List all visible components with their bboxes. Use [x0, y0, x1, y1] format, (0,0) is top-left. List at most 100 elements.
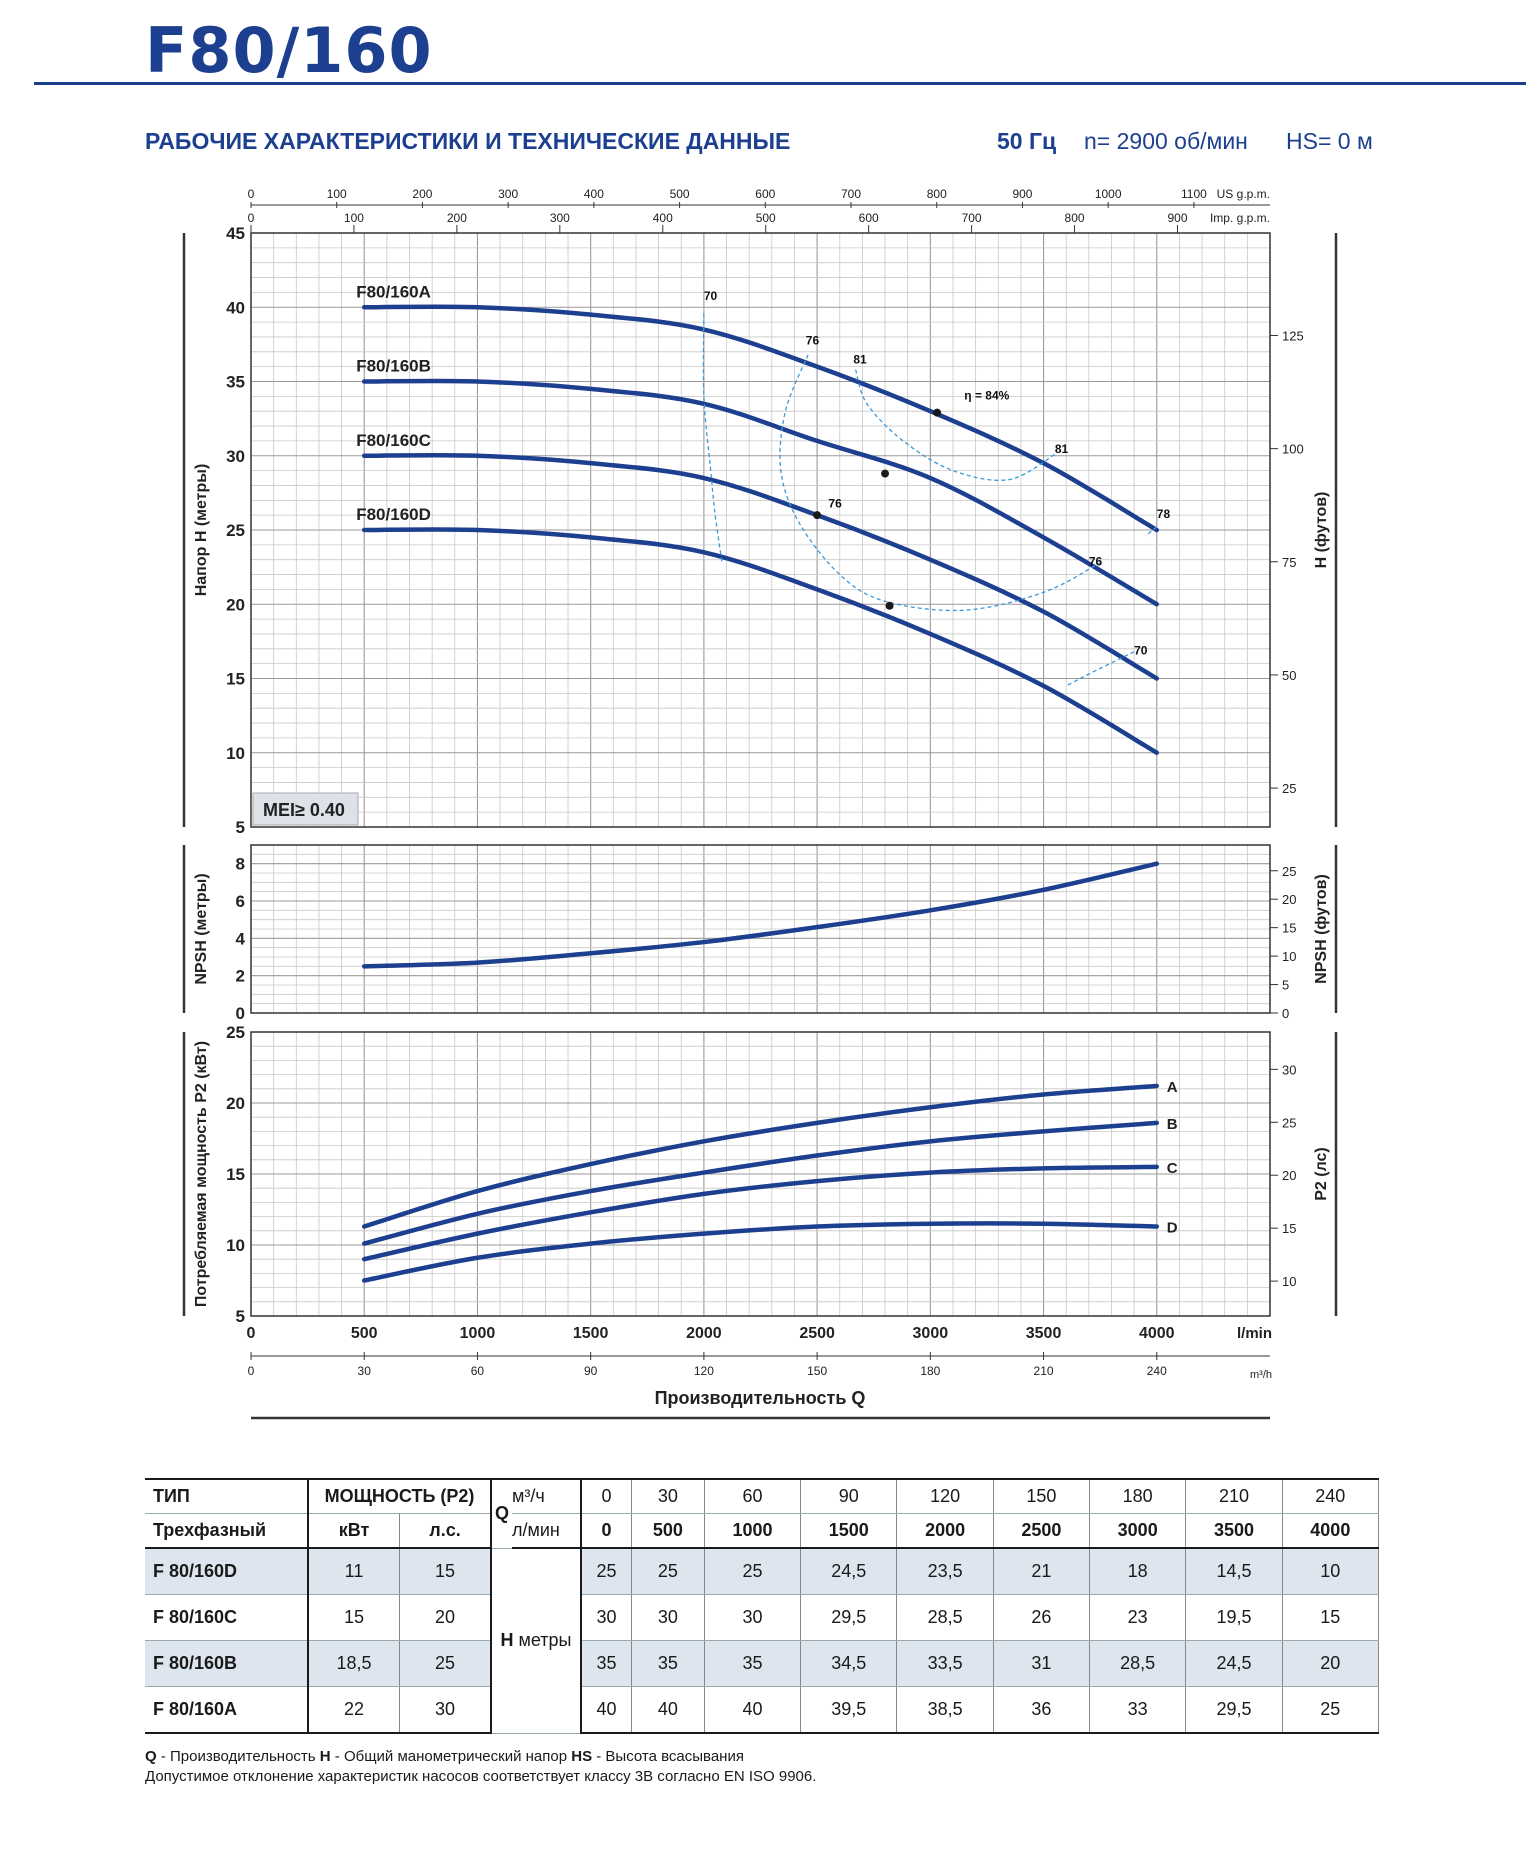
efficiency-label: 78	[1157, 507, 1171, 521]
row-hp: 25	[399, 1640, 492, 1687]
m3h-tick-label: 210	[1034, 1364, 1054, 1378]
section-subtitle: РАБОЧИЕ ХАРАКТЕРИСТИКИ И ТЕХНИЧЕСКИЕ ДАН…	[145, 128, 791, 154]
row-h-value: 25	[704, 1548, 802, 1595]
head-curve-f80-160c	[361, 452, 1160, 681]
lmin-tick-label: 500	[351, 1325, 378, 1342]
row-h-value: 14,5	[1185, 1548, 1283, 1595]
eff-line-76	[779, 354, 1101, 612]
npsh-ytick-right-label: 15	[1282, 921, 1296, 936]
npsh-ytick-right-label: 25	[1282, 864, 1296, 879]
head-ytick-label: 35	[226, 373, 245, 392]
head-ytick-label: 5	[236, 818, 245, 837]
row-hp: 20	[399, 1594, 492, 1641]
row-h-value: 29,5	[1185, 1686, 1283, 1734]
q-lmin-value: 3500	[1185, 1513, 1283, 1549]
imp-gpm-tick-label: 500	[756, 211, 776, 225]
m3h-tick-label: 0	[248, 1364, 255, 1378]
power-curve-a	[361, 1083, 1160, 1229]
row-hp: 30	[399, 1686, 492, 1734]
table-row: F 80/160D 11 15 H метры 25 25 25 24,5 23,5 21 18 14…	[145, 1548, 1380, 1734]
npsh-ylabel-right: NPSH (футов)	[1313, 874, 1330, 984]
power-series-label: B	[1167, 1116, 1178, 1133]
head-ytick-label: 20	[226, 595, 245, 614]
head-ylabel-right: H (футов)	[1313, 492, 1330, 569]
q-m3h-value: 120	[896, 1478, 994, 1514]
head-ytick-label: 45	[226, 224, 245, 243]
us-gpm-tick-label: 900	[1012, 187, 1032, 201]
eff-line-78	[1145, 526, 1158, 537]
eff-point	[881, 469, 890, 478]
imp-gpm-unit: Imp. g.p.m.	[1210, 211, 1270, 225]
npsh-ytick-label: 4	[236, 929, 246, 948]
power-curve-d	[361, 1221, 1160, 1283]
q-m3h-value: 30	[631, 1478, 705, 1514]
row-model: F 80/160C	[145, 1594, 309, 1641]
us-gpm-tick-label: 1100	[1181, 187, 1207, 201]
head-frame	[250, 232, 1271, 828]
row-h-value: 26	[993, 1594, 1091, 1641]
power-ytick-right-label: 30	[1282, 1062, 1296, 1077]
q-m3h-value: 60	[704, 1478, 802, 1514]
imp-gpm-tick-label: 200	[447, 211, 467, 225]
us-gpm-tick-label: 200	[412, 187, 432, 201]
header-power: МОЩНОСТЬ (P2)	[308, 1478, 492, 1514]
head-ytick-right-label: 125	[1282, 328, 1304, 343]
header-q: Q	[491, 1478, 512, 1549]
head-curve-f80-160d	[361, 527, 1160, 755]
header-type: ТИП	[145, 1478, 309, 1514]
row-h-value: 20	[1282, 1640, 1380, 1687]
q-lmin-value: 2500	[993, 1513, 1091, 1549]
imp-gpm-tick-label: 100	[344, 211, 364, 225]
row-h-value: 23,5	[896, 1548, 994, 1595]
power-ytick-label: 20	[226, 1094, 245, 1113]
us-gpm-tick-label: 800	[927, 187, 947, 201]
row-h-value: 28,5	[1089, 1640, 1187, 1687]
power-curve-c	[361, 1164, 1160, 1262]
lmin-tick-label: 2500	[799, 1325, 835, 1342]
efficiency-label: 76	[806, 333, 820, 347]
head-ytick-label: 15	[226, 670, 245, 689]
header-h-unit: метры	[518, 1630, 572, 1651]
q-m3h-value: 210	[1185, 1478, 1283, 1514]
us-gpm-tick-label: 600	[755, 187, 775, 201]
imp-gpm-tick-label: 900	[1167, 211, 1187, 225]
row-h-value: 35	[631, 1640, 705, 1687]
m3h-tick-label: 120	[694, 1364, 714, 1378]
row-h-value: 21	[993, 1548, 1091, 1595]
row-h-value: 29,5	[800, 1594, 898, 1641]
q-lmin-value: 4000	[1282, 1513, 1380, 1549]
q-lmin-value: 2000	[896, 1513, 994, 1549]
footnotes: Q - Производительность H - Общий маномет…	[145, 1747, 816, 1787]
us-gpm-tick-label: 300	[498, 187, 518, 201]
m3h-tick-label: 150	[807, 1364, 827, 1378]
row-h-value: 40	[631, 1686, 705, 1734]
eff-point	[885, 601, 894, 610]
power-ytick-right-label: 20	[1282, 1168, 1296, 1183]
row-h-value: 33	[1089, 1686, 1187, 1734]
lmin-tick-label: 3500	[1026, 1325, 1062, 1342]
header-three-phase: Трехфазный	[145, 1513, 309, 1549]
imp-gpm-tick-label: 0	[248, 211, 255, 225]
power-ytick-right-label: 10	[1282, 1274, 1296, 1289]
lmin-unit: l/min	[1237, 1325, 1272, 1342]
q-lmin-value: 1500	[800, 1513, 898, 1549]
header-m3h: м³/ч	[512, 1478, 582, 1514]
q-m3h-value: 180	[1089, 1478, 1187, 1514]
head-series-label: F80/160A	[356, 282, 431, 301]
row-kw: 18,5	[308, 1640, 400, 1687]
npsh-ytick-label: 8	[236, 855, 245, 874]
page-title: F80/160	[145, 14, 433, 87]
m3h-tick-label: 60	[471, 1364, 485, 1378]
freq-label: 50 Гц	[997, 128, 1057, 154]
head-ylabel: Напор H (метры)	[193, 464, 210, 597]
npsh-ytick-right-label: 10	[1282, 949, 1296, 964]
m3h-unit: m³/h	[1250, 1369, 1272, 1381]
power-ytick-label: 10	[226, 1236, 245, 1255]
power-ytick-label: 15	[226, 1165, 245, 1184]
row-h-value: 30	[581, 1594, 633, 1641]
power-ytick-right-label: 15	[1282, 1221, 1296, 1236]
q-m3h-value: 0	[581, 1478, 633, 1514]
us-gpm-tick-label: 1000	[1095, 187, 1122, 201]
